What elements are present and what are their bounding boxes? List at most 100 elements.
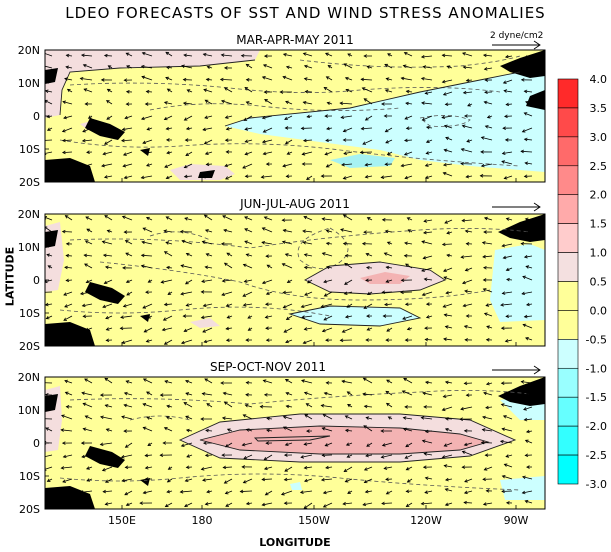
wind-vector-head [445, 477, 449, 482]
wind-vector-head [65, 242, 70, 246]
wind-vector [83, 339, 93, 344]
wind-vector [64, 78, 73, 81]
wind-vector-head [165, 76, 169, 81]
wind-vector-head [387, 416, 392, 420]
wind-vector-head [140, 64, 145, 69]
wind-vector-head [523, 174, 528, 179]
wind-vector-head [242, 293, 247, 297]
wind-vector-head [461, 218, 466, 223]
wind-vector-head [166, 489, 171, 494]
wind-vector [46, 502, 53, 507]
wind-vector [523, 324, 533, 329]
colorbar-label: 3.0 [590, 131, 608, 144]
wind-vector-head [47, 265, 52, 269]
wind-vector-head [200, 290, 205, 294]
wind-vector-head [423, 277, 428, 282]
wind-vector-head [204, 378, 209, 382]
wind-vector [443, 91, 453, 96]
wind-vector-head [502, 126, 506, 130]
wind-vector-head [83, 253, 88, 258]
wind-vector [66, 255, 73, 257]
wind-vector [100, 442, 113, 445]
wind-vector-head [145, 216, 150, 221]
wind-vector [165, 502, 173, 507]
wind-vector-head [359, 150, 364, 155]
wind-vector [206, 490, 213, 493]
wind-vector [505, 339, 513, 342]
wind-vector-head [104, 502, 109, 506]
wind-vector [185, 415, 193, 420]
wind-vector [342, 380, 353, 384]
wind-vector-head [64, 304, 68, 308]
wind-vector-head [363, 425, 368, 429]
wind-vector [304, 442, 313, 445]
wind-vector [524, 138, 533, 141]
wind-vector [283, 291, 293, 294]
wind-vector [526, 303, 533, 306]
wind-vector-head [104, 215, 108, 219]
wind-vector-head [162, 441, 167, 445]
wind-vector [446, 254, 453, 257]
wind-vector-head [184, 281, 189, 285]
wind-vector-head [126, 65, 130, 69]
colorbar-swatch [557, 165, 579, 196]
wind-vector [47, 241, 53, 245]
wind-vector [245, 139, 253, 143]
lat-tick-label: 0 [33, 437, 40, 450]
wind-vector [385, 390, 393, 396]
wind-vector [65, 66, 73, 69]
wind-vector-head [185, 303, 190, 307]
wind-vector-head [265, 326, 269, 330]
wind-vector-head [326, 265, 330, 270]
wind-vector [366, 267, 373, 269]
wind-vector-head [505, 314, 509, 319]
wind-vector-head [124, 465, 129, 470]
wind-vector-head [86, 175, 91, 180]
wind-vector-head [83, 503, 88, 507]
wind-vector [141, 254, 153, 257]
lon-tick-label: 150W [298, 514, 330, 527]
wind-vector [425, 175, 433, 179]
wind-vector [221, 291, 233, 296]
wind-vector [481, 163, 493, 167]
wind-vector-head [405, 89, 410, 94]
wind-vector [82, 127, 93, 133]
wind-vector-head [443, 276, 448, 280]
wind-vector [125, 240, 133, 245]
wind-vector-head [464, 338, 469, 342]
colorbar-swatch [557, 310, 579, 340]
wind-vector-head [206, 65, 211, 69]
wind-vector [403, 65, 413, 69]
wind-vector-head [363, 467, 368, 471]
wind-vector-head [164, 164, 168, 168]
wind-vector-head [145, 89, 150, 94]
wind-vector-head [142, 305, 147, 309]
wind-vector [62, 502, 73, 506]
wind-vector [384, 63, 393, 69]
wind-vector [346, 303, 353, 308]
wind-vector [124, 175, 133, 179]
wind-vector-head [264, 99, 268, 103]
wind-vector-head [303, 391, 308, 396]
wind-vector-head [524, 217, 529, 222]
wind-vector [524, 231, 533, 234]
wind-vector [343, 466, 353, 472]
wind-vector [164, 427, 173, 432]
wind-vector [106, 100, 113, 105]
wind-vector [424, 490, 433, 494]
wind-vector [506, 67, 513, 70]
wind-vector [202, 393, 213, 396]
wind-vector [522, 476, 533, 480]
wind-vector [262, 279, 273, 284]
wind-vector [61, 466, 73, 469]
wind-vector-head [244, 87, 249, 91]
wind-vector [385, 127, 393, 133]
wind-vector-head [444, 416, 449, 421]
wind-vector-head [46, 127, 51, 131]
wind-vector-head [325, 52, 329, 56]
wind-vector [503, 79, 513, 84]
wind-vector [462, 451, 473, 456]
colorbar-label: -0.5 [586, 333, 607, 346]
wind-vector-head [84, 102, 89, 106]
wind-vector [303, 101, 313, 105]
